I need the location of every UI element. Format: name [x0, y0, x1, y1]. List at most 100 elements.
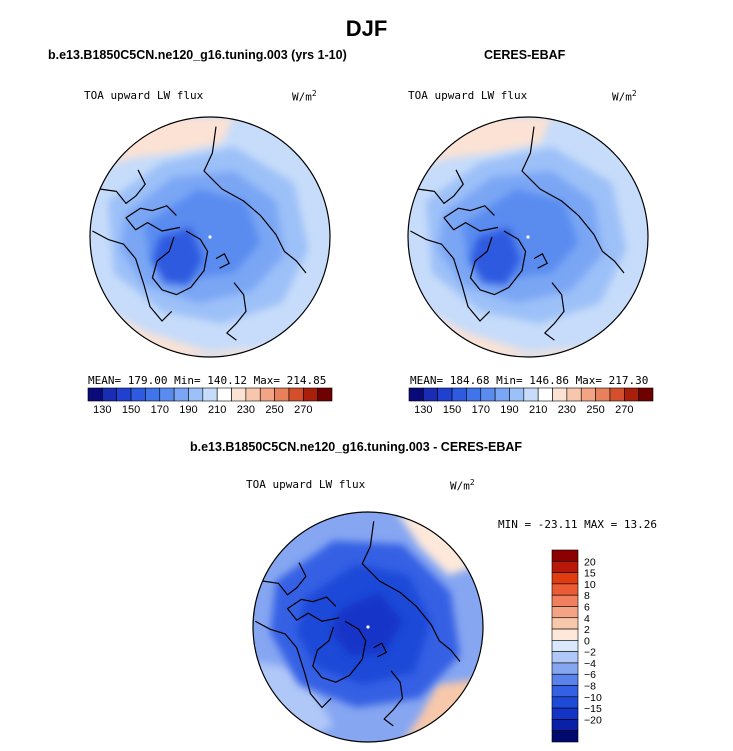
colorbar-tick-label: −4 [584, 658, 596, 670]
colorbar-tick-label: 0 [584, 635, 590, 647]
coastline [203, 126, 307, 274]
obs-variable-label: TOA upward LW flux [408, 89, 528, 102]
colorbar-swatch [173, 387, 189, 402]
colorbar-swatch [552, 387, 568, 402]
colorbar-swatch [551, 549, 579, 562]
colorbar-tick-label: 6 [584, 601, 590, 613]
colorbar-tick-label: 4 [584, 613, 590, 625]
model-colorbar: 130 150 170 190 210 230 250 270 [87, 387, 333, 416]
colorbar-tick-label: 230 [237, 404, 255, 416]
colorbar-tick-label: 150 [122, 404, 140, 416]
colorbar-swatch [523, 387, 539, 402]
colorbar-swatch [551, 685, 579, 698]
colorbar-swatch [551, 560, 579, 573]
diff-panel-title: b.e13.B1850C5CN.ne120_g16.tuning.003 - C… [190, 440, 523, 454]
obs-map [407, 116, 649, 358]
colorbar-tick-label: 10 [584, 579, 596, 591]
colorbar-swatch [145, 387, 161, 402]
colorbar-tick-label: −15 [584, 703, 602, 715]
colorbar-swatch [451, 387, 467, 402]
coastline [151, 230, 209, 296]
colorbar-tick-label: −2 [584, 647, 596, 659]
colorbar-swatch [551, 572, 579, 585]
model-variable-label: TOA upward LW flux [84, 89, 204, 102]
colorbar-swatch [537, 387, 553, 402]
field-contour [470, 227, 521, 285]
colorbar-tick-label: −6 [584, 669, 596, 681]
colorbar-swatch [116, 387, 132, 402]
model-map [89, 116, 331, 358]
colorbar-tick-label: 270 [294, 404, 312, 416]
obs-colorbar: 130 150 170 190 210 230 250 270 [408, 387, 654, 416]
colorbar-swatch [551, 617, 579, 630]
colorbar-swatch [466, 387, 482, 402]
colorbar-swatch [494, 387, 510, 402]
coastline [469, 230, 527, 296]
diff-variable-label: TOA upward LW flux [246, 478, 366, 491]
colorbar-swatch [551, 606, 579, 619]
coastline [373, 642, 387, 658]
coastline [544, 282, 565, 341]
colorbar-tick-label: 2 [584, 624, 590, 636]
colorbar-tick-label: 130 [93, 404, 111, 416]
map-boundary [252, 511, 484, 743]
coastline [533, 253, 548, 269]
colorbar-swatch [580, 387, 596, 402]
colorbar-swatch [259, 387, 275, 402]
obs-stats: MEAN= 184.68 Min= 146.86 Max= 217.30 [410, 374, 649, 387]
colorbar-swatch [551, 594, 579, 607]
colorbar-tick-label: 170 [472, 404, 490, 416]
pole-marker [526, 235, 530, 239]
field-contour [331, 592, 403, 656]
colorbar-tick-label: 8 [584, 590, 590, 602]
coastline [312, 620, 367, 683]
colorbar-swatch [551, 719, 579, 732]
colorbar-swatch [87, 387, 103, 402]
diff-map [252, 511, 484, 743]
coastline [521, 126, 625, 274]
map-boundary [407, 116, 649, 358]
coastline [286, 596, 340, 622]
colorbar-swatch [551, 628, 579, 641]
colorbar-swatch [551, 583, 579, 596]
colorbar-swatch [551, 662, 579, 675]
colorbar-tick-label: 150 [443, 404, 461, 416]
colorbar-swatch [509, 387, 525, 402]
coastline [99, 169, 146, 204]
obs-panel-title: CERES-EBAF [484, 48, 566, 62]
colorbar-tick-label: −10 [584, 692, 602, 704]
model-units-label: W/m2 [292, 89, 317, 104]
colorbar-tick-label: 20 [584, 556, 596, 568]
pole-marker [366, 625, 370, 629]
colorbar-swatch [551, 707, 579, 720]
colorbar-swatch [595, 387, 611, 402]
colorbar-swatch [231, 387, 247, 402]
colorbar-swatch [551, 730, 579, 743]
colorbar-tick-label: 230 [558, 404, 576, 416]
coastline [443, 205, 499, 232]
map-boundary [89, 116, 331, 358]
coastline [215, 253, 230, 269]
diff-units-label: W/m2 [450, 478, 475, 493]
colorbar-tick-label: 190 [500, 404, 518, 416]
colorbar-tick-label: 190 [179, 404, 197, 416]
colorbar-swatch [216, 387, 232, 402]
colorbar-swatch [188, 387, 204, 402]
colorbar-swatch [566, 387, 582, 402]
colorbar-swatch [609, 387, 625, 402]
diff-stats: MIN = -23.11 MAX = 13.26 [498, 518, 657, 531]
colorbar-tick-label: −20 [584, 714, 602, 726]
colorbar-swatch [551, 640, 579, 652]
colorbar-tick-label: 170 [151, 404, 169, 416]
colorbar-tick-label: 15 [584, 568, 596, 580]
figure-title: DJF [345, 16, 388, 41]
colorbar-swatch [302, 387, 318, 402]
colorbar-swatch [102, 387, 118, 402]
pole-marker [208, 235, 212, 239]
coastline [255, 620, 332, 709]
colorbar-swatch [623, 387, 639, 402]
colorbar-swatch [638, 387, 654, 402]
colorbar-swatch [202, 387, 218, 402]
